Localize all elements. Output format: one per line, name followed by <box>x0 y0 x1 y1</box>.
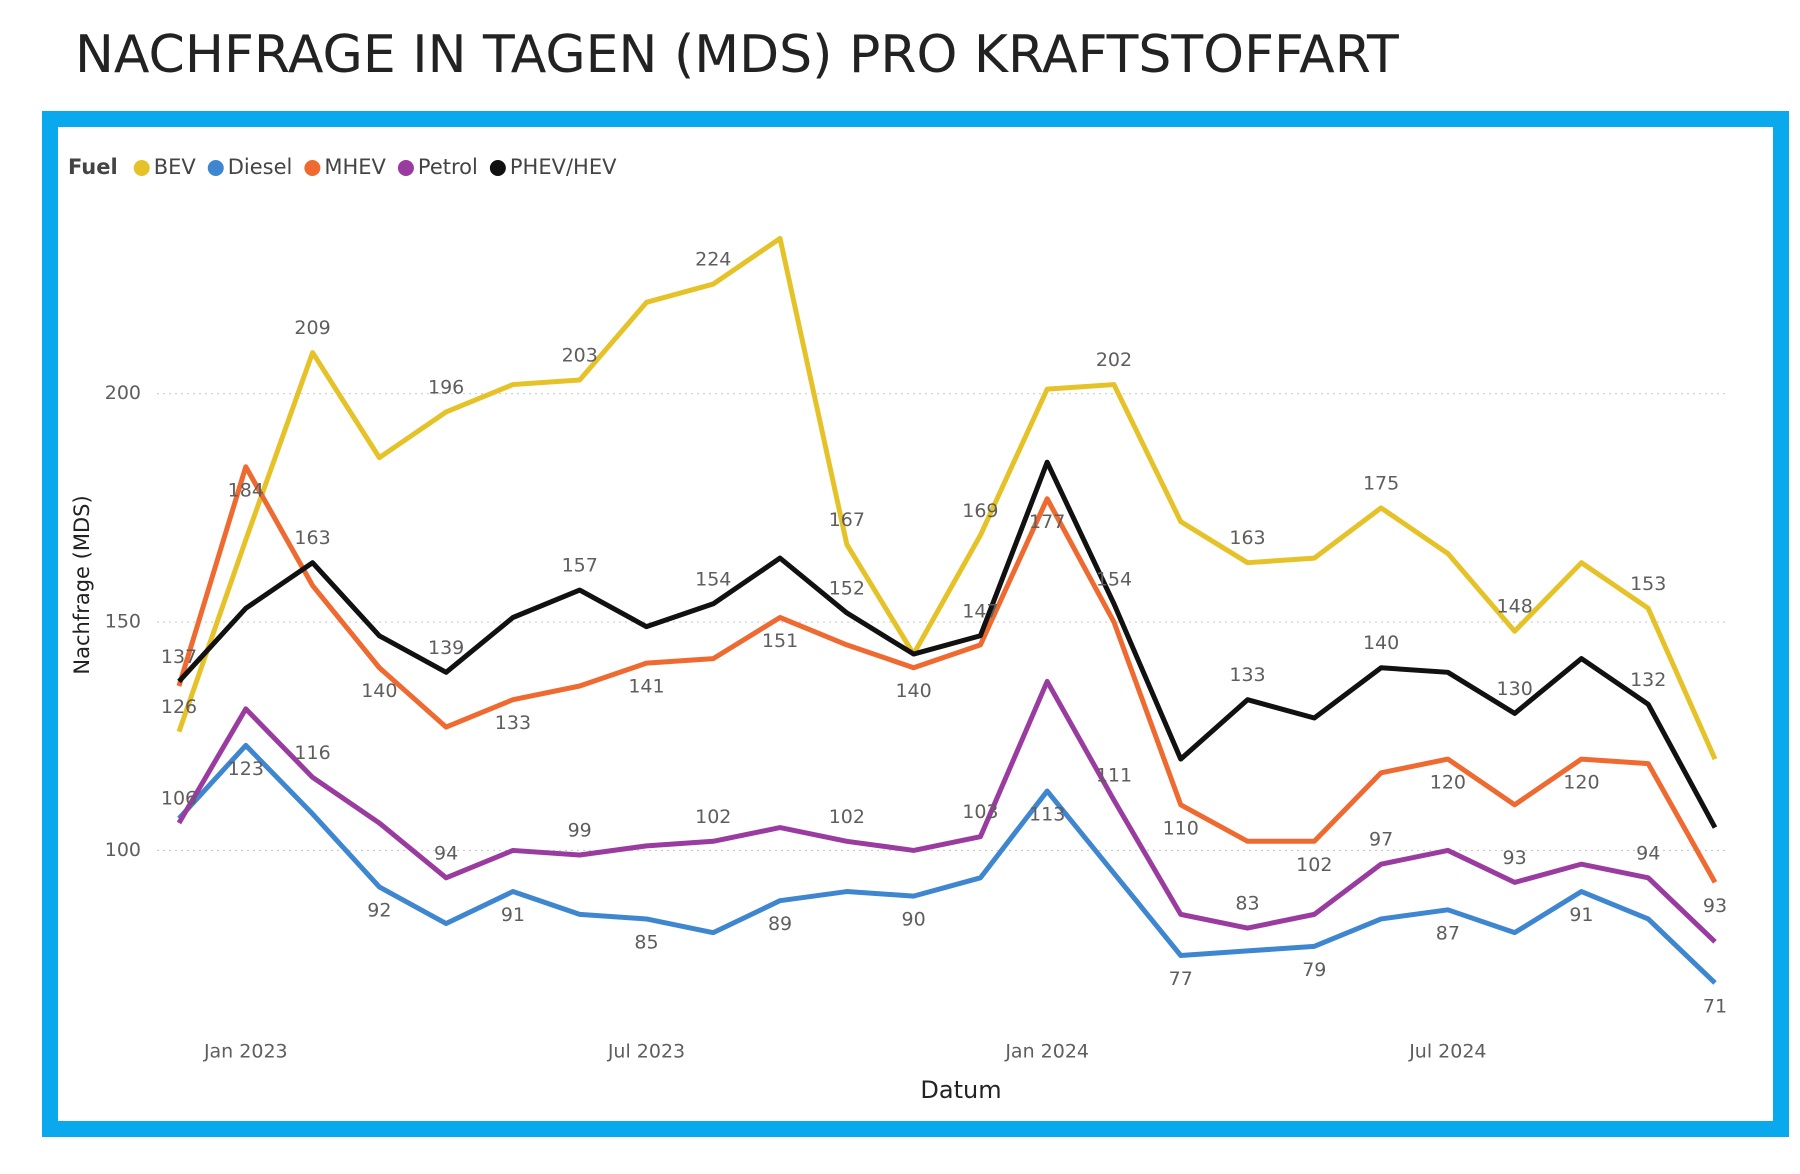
data-label: 85 <box>634 931 658 953</box>
legend-label: PHEV/HEV <box>510 155 617 179</box>
data-label: 94 <box>434 842 458 864</box>
legend-label: BEV <box>154 155 197 179</box>
x-tick-label: Jul 2023 <box>607 1041 685 1063</box>
data-label: 154 <box>1096 568 1132 590</box>
data-label: 153 <box>1630 573 1666 595</box>
data-label: 93 <box>1703 895 1727 917</box>
x-tick-label: Jul 2024 <box>1408 1041 1486 1063</box>
data-label: 140 <box>1363 632 1399 654</box>
data-label: 154 <box>695 568 731 590</box>
data-label: 203 <box>562 344 598 366</box>
data-label: 167 <box>829 509 865 531</box>
data-label: 140 <box>361 680 397 702</box>
data-label: 91 <box>501 904 525 926</box>
y-axis-title: Nachfrage (MDS) <box>70 495 94 674</box>
legend-label: Petrol <box>418 155 478 179</box>
data-label: 102 <box>1296 854 1332 876</box>
chart-title: NACHFRAGE IN TAGEN (MDS) PRO KRAFTSTOFFA… <box>75 25 1399 85</box>
data-label: 116 <box>294 742 330 764</box>
data-label: 130 <box>1497 678 1533 700</box>
y-tick-label: 200 <box>105 382 141 404</box>
data-label: 140 <box>895 680 931 702</box>
legend-title: Fuel <box>68 155 118 179</box>
data-label: 152 <box>829 577 865 599</box>
data-label: 151 <box>762 630 798 652</box>
data-label: 90 <box>902 909 926 931</box>
data-label: 97 <box>1369 829 1393 851</box>
series-line <box>176 464 1718 884</box>
data-label: 224 <box>695 249 731 271</box>
legend-marker <box>133 160 150 176</box>
data-label: 111 <box>1096 765 1132 787</box>
data-label: 102 <box>829 806 865 828</box>
legend-marker <box>207 160 224 176</box>
data-label: 79 <box>1302 959 1326 981</box>
data-label: 147 <box>962 600 998 622</box>
x-tick-label: Jan 2023 <box>203 1041 288 1063</box>
chart-frame <box>42 111 1789 1137</box>
series-line <box>176 678 1717 944</box>
x-axis-title: Datum <box>920 1076 1001 1104</box>
data-label: 133 <box>1229 664 1265 686</box>
data-label: 110 <box>1163 817 1199 839</box>
data-label: 91 <box>1569 904 1593 926</box>
data-label: 89 <box>768 913 792 935</box>
data-label: 120 <box>1430 772 1466 794</box>
data-label: 113 <box>1029 804 1065 826</box>
data-label: 132 <box>1630 669 1666 691</box>
legend-marker <box>304 160 321 176</box>
data-label: 148 <box>1497 596 1533 618</box>
series-line <box>177 459 1718 829</box>
data-label: 106 <box>161 788 197 810</box>
data-label: 141 <box>628 676 664 698</box>
y-tick-label: 150 <box>105 611 141 633</box>
legend-label: Diesel <box>228 155 293 179</box>
data-label: 123 <box>228 758 264 780</box>
data-label: 137 <box>161 646 197 668</box>
legend-label: MHEV <box>324 155 386 179</box>
data-label: 184 <box>228 479 264 501</box>
data-label: 169 <box>962 500 998 522</box>
x-tick-label: Jan 2024 <box>1004 1041 1089 1063</box>
data-label: 87 <box>1436 922 1460 944</box>
data-label: 163 <box>294 527 330 549</box>
data-label: 92 <box>367 899 391 921</box>
data-label: 175 <box>1363 472 1399 494</box>
legend-marker <box>489 160 506 176</box>
data-label: 177 <box>1029 511 1065 533</box>
data-label: 93 <box>1503 847 1527 869</box>
data-label: 103 <box>962 801 998 823</box>
data-label: 163 <box>1229 527 1265 549</box>
y-tick-label: 100 <box>105 839 141 861</box>
data-label: 83 <box>1235 893 1259 915</box>
data-label: 133 <box>495 712 531 734</box>
data-label: 139 <box>428 637 464 659</box>
data-label: 196 <box>428 376 464 398</box>
data-label: 77 <box>1169 968 1193 990</box>
data-label: 94 <box>1636 842 1660 864</box>
data-label: 71 <box>1703 995 1727 1017</box>
data-label: 157 <box>562 555 598 577</box>
data-label: 102 <box>695 806 731 828</box>
series-line <box>177 742 1717 985</box>
data-label: 209 <box>294 317 330 339</box>
data-label: 99 <box>568 820 592 842</box>
data-label: 120 <box>1563 772 1599 794</box>
data-label: 126 <box>161 696 197 718</box>
legend-marker <box>397 160 414 176</box>
data-label: 202 <box>1096 349 1132 371</box>
series-line <box>176 235 1718 761</box>
